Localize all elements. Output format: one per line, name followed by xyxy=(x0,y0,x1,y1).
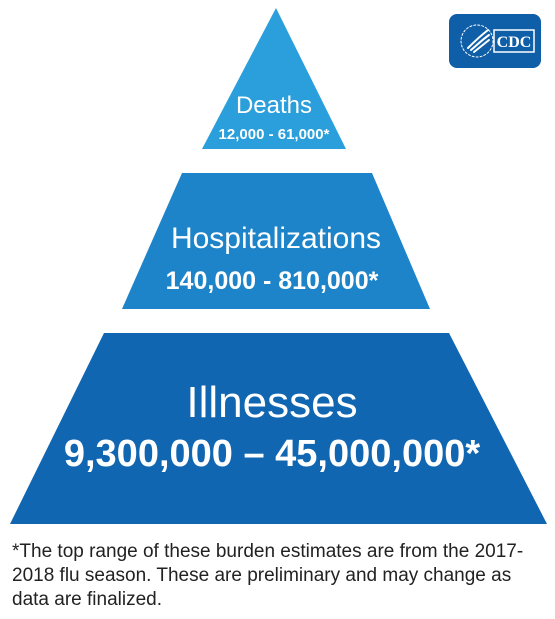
middle-tier-range: 140,000 - 810,000* xyxy=(166,267,379,295)
hhs-eagle-icon xyxy=(460,24,494,58)
cdc-wordmark-box xyxy=(493,29,535,53)
pyramid-middle-tier xyxy=(122,173,430,309)
bottom-tier-range: 9,300,000 – 45,000,000* xyxy=(64,433,480,475)
cdc-wordmark: CDC xyxy=(497,34,532,51)
pyramid-top-tier xyxy=(202,8,346,149)
footnote: *The top range of these burden estimates… xyxy=(12,541,524,610)
cdc-logo: CDC xyxy=(449,14,541,68)
pyramid-bottom-tier xyxy=(10,333,547,524)
middle-tier-title: Hospitalizations xyxy=(171,222,381,255)
bottom-tier-title: Illnesses xyxy=(186,378,357,427)
top-tier-range: 12,000 - 61,000* xyxy=(219,126,330,143)
top-tier-title: Deaths xyxy=(236,92,312,119)
cdc-logo-background xyxy=(449,14,541,68)
